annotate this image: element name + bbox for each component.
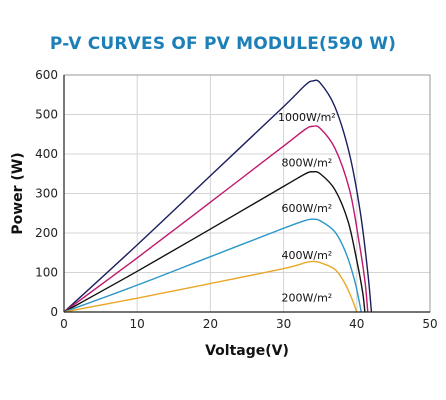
y-tick-label: 600 [35,68,58,82]
x-tick-label: 50 [422,317,437,331]
tick-labels: 0 100 200 300 400 500 600 0 10 20 30 40 50 [35,68,438,331]
y-axis-title: Power (W) [10,152,26,234]
x-tick-label: 20 [203,317,218,331]
series-label-400: 400W/m² [282,249,333,262]
series-labels: 1000W/m² 800W/m² 600W/m² 400W/m² 200W/m² [278,111,336,305]
x-tick-label: 10 [130,317,145,331]
series-label-1000: 1000W/m² [278,111,336,124]
y-tick-label: 500 [35,108,58,122]
curve-200 [63,260,358,313]
y-tick-label: 400 [35,147,58,161]
x-tick-label: 0 [60,317,68,331]
y-tick-label: 300 [35,187,58,201]
curve-1000 [63,79,373,313]
series-label-600: 600W/m² [282,202,333,215]
x-tick-label: 40 [349,317,364,331]
x-tick-label: 30 [276,317,291,331]
curve-400 [63,218,362,313]
axes [63,74,431,313]
curve-600 [63,170,366,313]
curve-800 [63,125,369,313]
y-tick-label: 200 [35,226,58,240]
y-tick-label: 100 [35,266,58,280]
x-axis-title: Voltage(V) [205,343,289,359]
chart-title: P-V CURVES OF PV MODULE(590 W) [49,34,397,54]
y-tick-label: 0 [50,305,58,319]
series-label-200: 200W/m² [282,291,333,304]
series-layer [63,79,373,313]
series-label-800: 800W/m² [282,156,333,169]
